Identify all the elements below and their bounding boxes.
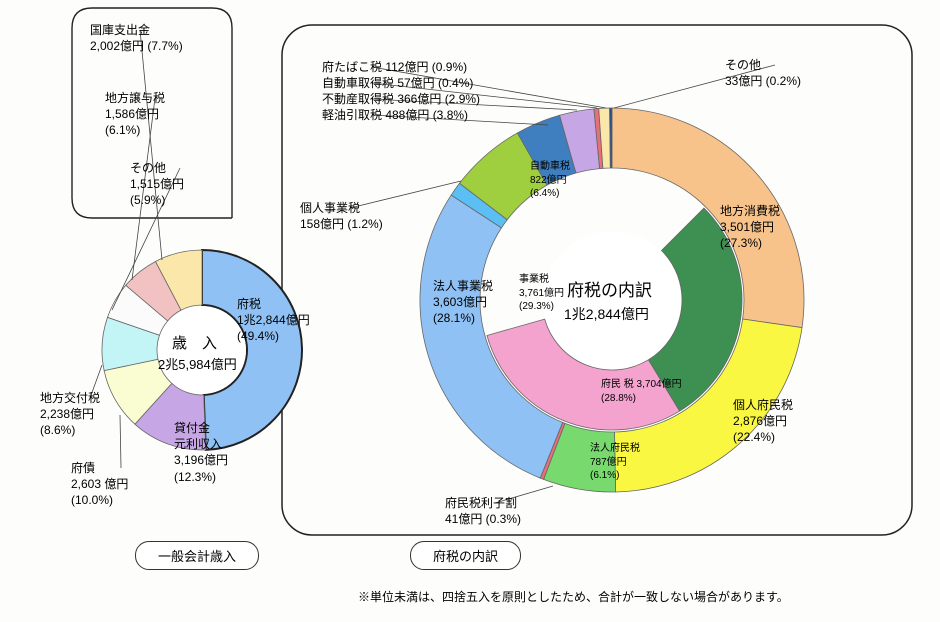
slice-label-fudousan: 不動産取得税 366億円 (2.9%)	[322, 91, 480, 107]
slice-label-kojinfumin: 個人府民税2,876億円(22.4%)	[733, 397, 793, 446]
slice-label-kashitsuke: 貸付金元利収入3,196億円(12.3%)	[174, 420, 228, 485]
slice-label-tabako: 府たばこ税 112億円 (0.9%)	[322, 59, 467, 75]
slice-label-kokko: 国庫支出金2,002億円 (7.7%)	[90, 22, 183, 54]
slice-label-sonota_l: その他1,515億円(5.9%)	[130, 160, 184, 209]
slice-label-jidoushashutoku: 自動車取得税 57億円 (0.4%)	[322, 75, 473, 91]
right-outer-donut-slice-sonota_r	[610, 108, 612, 168]
slice-label-sonota_r: その他33億円 (0.2%)	[725, 57, 801, 89]
right-chart-caption: 府税の内訳	[410, 541, 521, 570]
footnote-text: ※単位未満は、四捨五入を原則としたため、合計が一致しない場合があります。	[358, 588, 789, 605]
slice-label-jigyou: 事業税3,761億円(29.3%)	[519, 273, 564, 314]
slice-label-kojinjigyou: 個人事業税158億円 (1.2%)	[300, 200, 383, 232]
slice-label-jidousha: 自動車税822億円(6.4%)	[530, 160, 570, 201]
left-chart-caption: 一般会計歳入	[135, 541, 259, 570]
slice-label-houjinjigyou: 法人事業税3,603億円(28.1%)	[433, 278, 493, 327]
slice-label-jouyo: 地方譲与税1,586億円(6.1%)	[105, 90, 165, 139]
left-center-title: 歳 入	[172, 334, 217, 354]
slice-label-fusai: 府債2,603 億円(10.0%)	[71, 460, 128, 509]
right-center-title: 府税の内訳	[567, 280, 652, 303]
slice-label-fumin: 府民 税 3,704億円(28.8%)	[601, 378, 682, 405]
slice-label-chihoushouhi: 地方消費税3,501億円(27.3%)	[720, 203, 780, 252]
slice-label-houjinfumin: 法人府民税787億円(6.1%)	[590, 442, 640, 483]
leader-line	[140, 30, 162, 260]
right-center-value: 1兆2,844億円	[564, 305, 649, 324]
left-center-value: 2兆5,984億円	[158, 356, 237, 374]
slice-label-keiyu: 軽油引取税 488億円 (3.8%)	[322, 107, 468, 123]
slice-label-rishi: 府民税利子割41億円 (0.3%)	[445, 495, 521, 527]
slice-label-fuzei: 府税1兆2,844億円(49.4%)	[237, 296, 310, 345]
slice-label-koufu: 地方交付税2,238億円(8.6%)	[40, 390, 100, 439]
